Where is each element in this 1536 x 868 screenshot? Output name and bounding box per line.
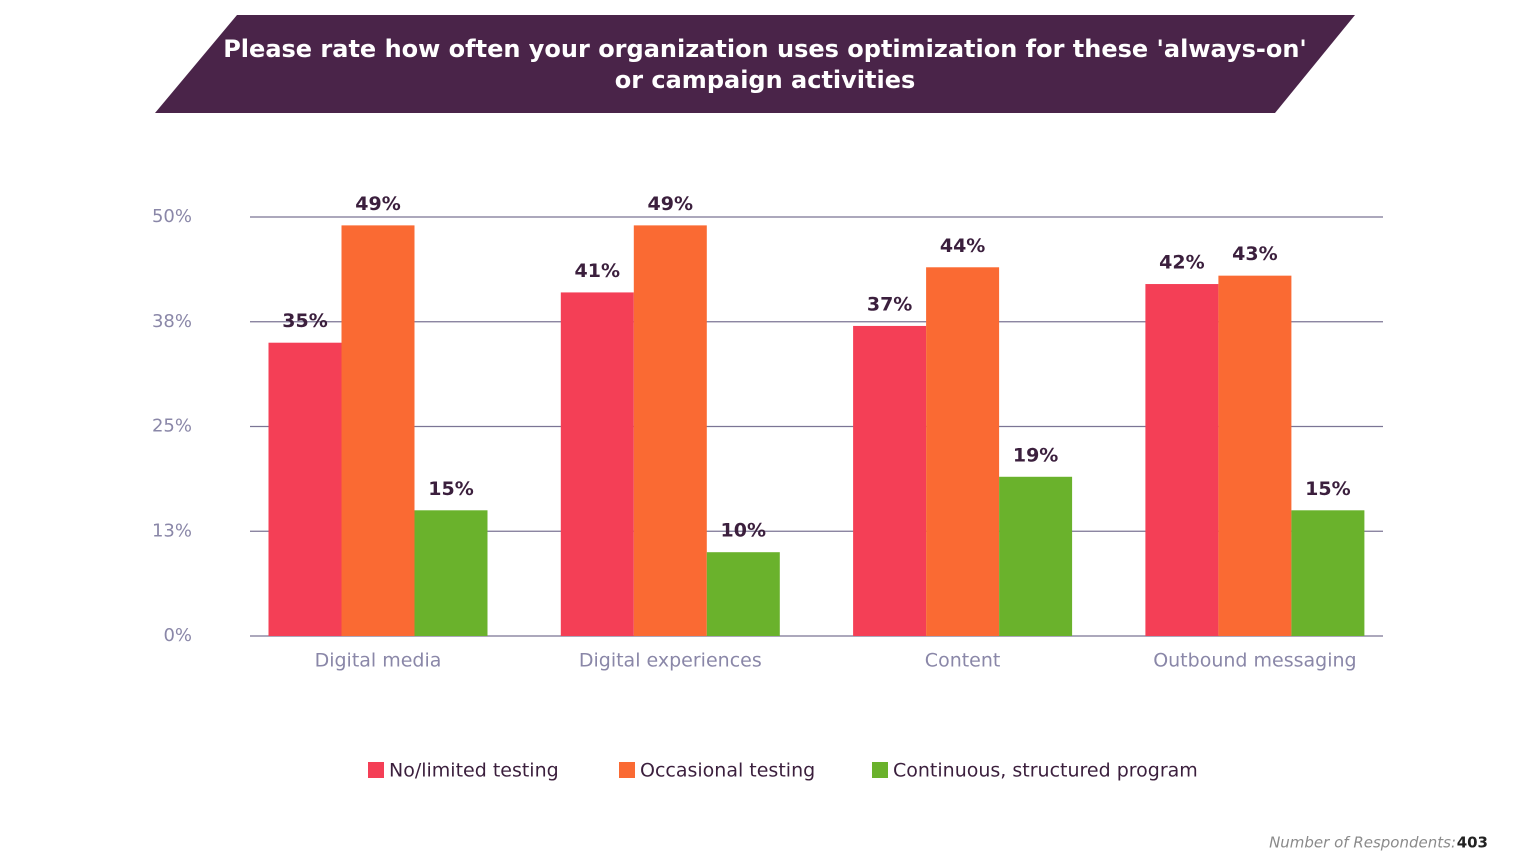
value-label: 44% [940, 235, 985, 257]
value-label: 10% [721, 520, 766, 542]
bar [268, 342, 342, 636]
bar [999, 476, 1073, 636]
x-tick-label: Digital media [315, 650, 442, 672]
legend-label: Continuous, structured program [893, 760, 1198, 782]
value-label: 41% [575, 260, 620, 282]
x-tick-label: Outbound messaging [1153, 650, 1356, 672]
value-label: 35% [282, 310, 327, 332]
bar [633, 225, 707, 636]
y-tick-label: 13% [152, 520, 192, 541]
legend-label: Occasional testing [640, 760, 815, 782]
value-label: 43% [1232, 243, 1277, 265]
y-tick-label: 25% [152, 416, 192, 437]
value-label: 49% [648, 193, 693, 215]
bar [414, 510, 488, 636]
legend-swatch [872, 762, 888, 778]
legend-label: No/limited testing [389, 760, 559, 782]
value-label: 19% [1013, 444, 1058, 466]
bar [560, 292, 634, 636]
bar [926, 267, 1000, 636]
bar [853, 325, 927, 636]
legend-swatch [368, 762, 384, 778]
chart-subtitle: or campaign activities [615, 66, 916, 94]
value-label: 15% [428, 478, 473, 500]
bar [341, 225, 415, 636]
value-label: 15% [1305, 478, 1350, 500]
value-label: 37% [867, 293, 912, 315]
value-label: 42% [1159, 252, 1204, 274]
value-label: 49% [355, 193, 400, 215]
bar [1145, 284, 1219, 636]
bar [706, 552, 780, 636]
x-tick-label: Digital experiences [579, 650, 762, 672]
footer-value: 403 [1457, 834, 1488, 852]
chart-title: Please rate how often your organization … [223, 35, 1307, 63]
y-tick-label: 38% [152, 311, 192, 332]
y-tick-label: 0% [163, 625, 192, 646]
legend-swatch [619, 762, 635, 778]
x-tick-label: Content [925, 650, 1001, 672]
bar [1291, 510, 1365, 636]
title-banner [155, 15, 1355, 113]
footer-label: Number of Respondents: [1269, 834, 1456, 852]
y-tick-label: 50% [152, 206, 192, 227]
bar [1218, 275, 1292, 636]
